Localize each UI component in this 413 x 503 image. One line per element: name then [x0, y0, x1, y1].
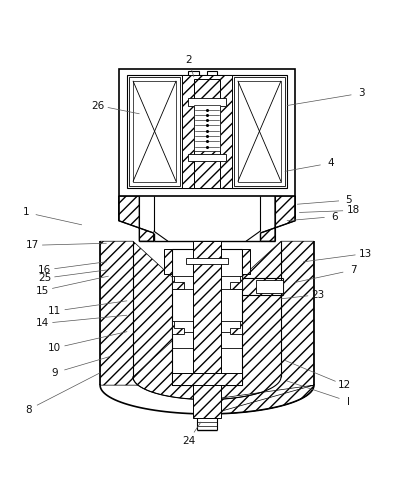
Polygon shape — [229, 321, 241, 334]
Text: 7: 7 — [349, 265, 356, 275]
Text: 15: 15 — [36, 286, 49, 296]
Text: 11: 11 — [48, 306, 61, 316]
Polygon shape — [118, 196, 153, 241]
Bar — [256, 280, 282, 293]
Text: 17: 17 — [26, 240, 39, 250]
Text: 8: 8 — [25, 405, 31, 415]
Bar — [118, 68, 295, 196]
Text: 23: 23 — [311, 290, 324, 300]
Bar — [188, 70, 198, 81]
Bar — [186, 258, 227, 264]
Text: 10: 10 — [48, 343, 61, 353]
Text: 13: 13 — [358, 248, 371, 259]
Text: 5: 5 — [345, 195, 351, 205]
Polygon shape — [182, 74, 231, 188]
Bar — [188, 153, 225, 161]
Text: 14: 14 — [36, 318, 49, 328]
Polygon shape — [100, 241, 313, 414]
Text: 9: 9 — [51, 368, 58, 378]
Bar — [206, 70, 217, 81]
Text: 2: 2 — [185, 55, 191, 65]
Text: 25: 25 — [38, 273, 51, 283]
Polygon shape — [172, 321, 184, 334]
Text: I: I — [347, 396, 349, 406]
Text: 24: 24 — [181, 436, 195, 446]
Text: 16: 16 — [38, 265, 51, 275]
Text: 12: 12 — [337, 380, 351, 390]
Polygon shape — [192, 241, 221, 418]
Polygon shape — [164, 249, 172, 274]
Bar — [188, 98, 225, 106]
Text: 6: 6 — [330, 212, 337, 221]
Text: 4: 4 — [326, 158, 333, 168]
Text: 3: 3 — [357, 88, 363, 98]
Bar — [233, 77, 285, 186]
Polygon shape — [172, 276, 184, 289]
Bar — [126, 74, 287, 188]
Polygon shape — [193, 79, 220, 188]
Text: 26: 26 — [91, 101, 104, 111]
Polygon shape — [241, 249, 249, 274]
Bar — [172, 373, 241, 385]
Polygon shape — [260, 196, 295, 241]
Text: 1: 1 — [23, 207, 29, 217]
Text: 18: 18 — [346, 205, 359, 215]
Polygon shape — [133, 241, 313, 414]
Polygon shape — [229, 276, 241, 289]
Bar — [172, 249, 241, 385]
Bar — [237, 81, 280, 182]
Bar — [133, 81, 176, 182]
Bar — [193, 105, 220, 151]
Bar — [128, 77, 180, 186]
